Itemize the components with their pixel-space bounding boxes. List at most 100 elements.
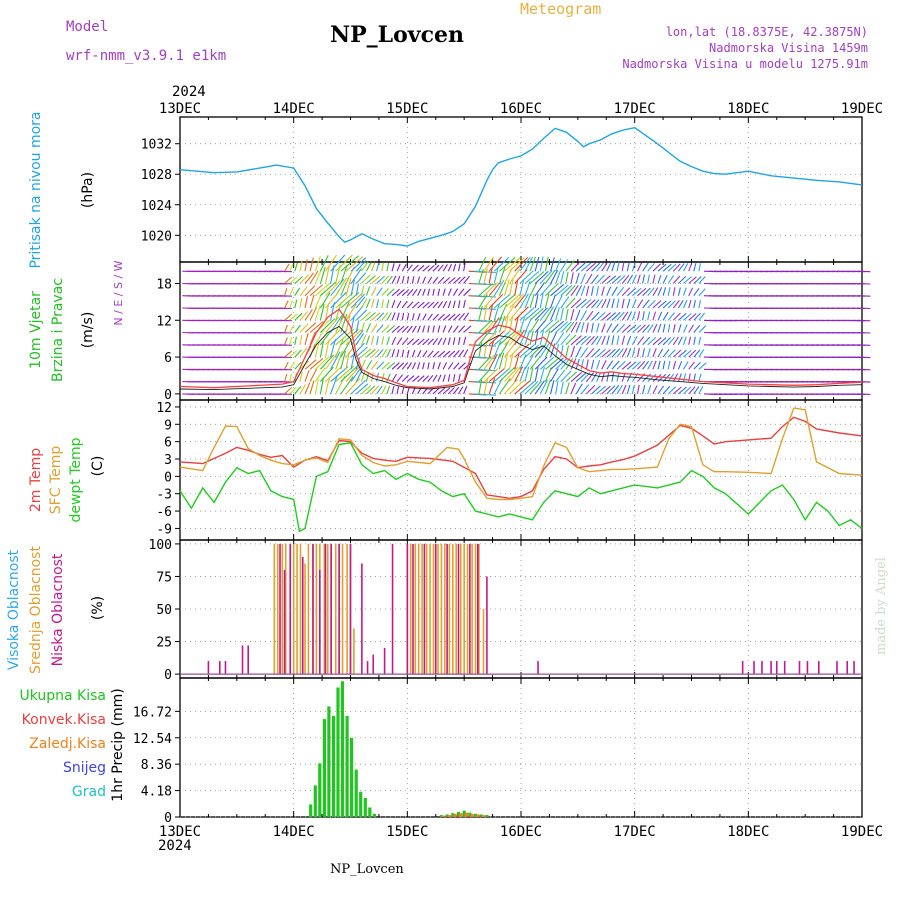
- wind-barb: [314, 341, 320, 358]
- wind-barb: [596, 311, 606, 321]
- wind-barb: [596, 274, 605, 284]
- wind-barb: [637, 361, 646, 370]
- wind-barb: [417, 325, 421, 333]
- wind-barb: [432, 325, 435, 333]
- x-tick-label-bottom: 14DEC: [273, 824, 315, 840]
- wind-barb: [575, 261, 587, 272]
- wind-barb: [672, 324, 676, 333]
- precip-bar: [481, 815, 486, 817]
- wind-barb: [514, 329, 525, 346]
- wind-barb: [417, 350, 422, 358]
- wind-barb: [437, 276, 445, 284]
- wind-barb: [585, 372, 595, 382]
- wind-barb: [632, 324, 642, 333]
- wind-ytick-label: 12: [156, 314, 172, 329]
- wind-barb: [667, 275, 675, 284]
- wind-barb: [642, 324, 650, 333]
- wind-barb: [386, 262, 390, 272]
- wind-barb: [406, 301, 414, 309]
- pressure-panel: 1020 1024 1028 1032: [141, 116, 863, 263]
- wind-barb: [539, 256, 544, 272]
- wind-barb: [698, 299, 701, 309]
- wind-barb: [304, 333, 309, 345]
- footer-station: NP_Lovcen: [330, 862, 404, 877]
- wind-barb: [386, 385, 391, 395]
- wind-barb: [289, 313, 298, 321]
- wind-barb: [294, 324, 301, 333]
- wind-barb: [616, 348, 624, 358]
- pressure-ylabel: Pritisak na nivou mora: [28, 111, 44, 268]
- precip-bar: [309, 804, 313, 817]
- wind-barb: [483, 268, 488, 284]
- precip-bar: [445, 814, 449, 817]
- wind-barb: [534, 330, 539, 345]
- wind-barb: [616, 324, 626, 333]
- wind-barb: [698, 385, 704, 395]
- x-tick-label-bottom: 18DEC: [727, 824, 769, 840]
- temperature-ytick-label: -3: [156, 488, 172, 503]
- wind-barb: [412, 301, 420, 309]
- wind-barb: [575, 272, 580, 284]
- wind-barb: [314, 305, 321, 321]
- wind-barb: [381, 336, 385, 345]
- x-tick-label-bottom: 16DEC: [500, 824, 542, 840]
- wind-barb: [580, 285, 586, 296]
- wind-barb: [324, 339, 330, 358]
- wind-barb: [376, 385, 383, 395]
- wind-barb: [544, 269, 556, 284]
- wind-barb: [544, 256, 549, 272]
- wind-barb: [483, 282, 498, 297]
- wind-barb: [591, 299, 600, 309]
- wind-barb: [391, 349, 395, 358]
- wind-barb: [652, 300, 662, 309]
- wind-barb: [688, 287, 694, 296]
- wind-barb: [360, 285, 365, 296]
- wind-barb: [652, 274, 656, 284]
- wind-barb: [391, 288, 400, 297]
- wind-barb: [550, 306, 557, 321]
- wind-barb: [631, 298, 637, 309]
- wind-barb: [473, 319, 496, 323]
- wind-barb: [647, 287, 655, 297]
- wind-barb: [652, 323, 658, 333]
- wind-barb: [478, 305, 483, 321]
- wind-barb: [652, 311, 657, 321]
- wind-barb: [672, 349, 682, 358]
- wind-barb: [596, 298, 604, 309]
- pressure-ytick-label: 1024: [141, 199, 172, 214]
- wind-barb: [442, 325, 447, 333]
- wind-barb: [325, 280, 341, 297]
- wind-barb: [601, 286, 605, 296]
- wind-barb: [294, 312, 303, 321]
- wind-barb: [626, 361, 637, 370]
- wind-barb: [693, 361, 701, 370]
- temperature-ytick-label: 3: [164, 453, 172, 468]
- wind-barb: [534, 270, 549, 284]
- wind-barb: [478, 342, 483, 358]
- wind-barb: [284, 276, 292, 284]
- wind-barb: [534, 367, 539, 382]
- wind-barb: [345, 351, 350, 370]
- wind-barb: [294, 299, 298, 309]
- wind-barb: [601, 312, 611, 321]
- wind-barb: [657, 274, 662, 284]
- precip-ytick-label: 16.72: [133, 705, 172, 720]
- wind-barb: [401, 337, 409, 346]
- wind-barb: [493, 367, 511, 383]
- wind-barb: [601, 372, 605, 382]
- wind-barb: [529, 367, 534, 382]
- wind-barb: [355, 283, 360, 296]
- wind-barb: [458, 386, 464, 395]
- wind-barb: [672, 275, 681, 284]
- wind-barb: [314, 282, 331, 297]
- wind-barb: [299, 384, 307, 395]
- wind-barb: [499, 330, 516, 346]
- wind-barb: [350, 257, 367, 272]
- wind-barb: [396, 325, 405, 333]
- wind-barb: [667, 323, 671, 333]
- wind-barb: [289, 336, 293, 345]
- wind-barb: [529, 318, 540, 333]
- wind-barb: [294, 349, 302, 358]
- wind-barb: [411, 288, 418, 297]
- wind-barb: [432, 301, 439, 309]
